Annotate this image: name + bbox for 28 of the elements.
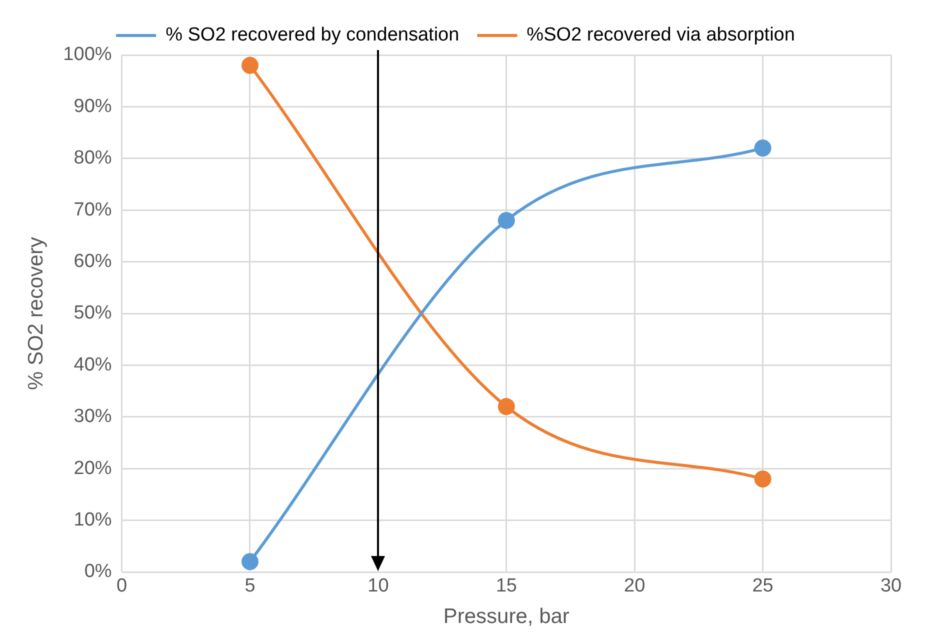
y-tick-label: 10% — [74, 510, 112, 531]
x-tick-label: 30 — [880, 576, 902, 597]
y-tick-label: 20% — [74, 458, 112, 479]
point — [241, 553, 258, 570]
point — [754, 140, 772, 157]
point — [498, 212, 515, 229]
y-tick-label: 30% — [74, 406, 112, 428]
y-axis-title: % SO2 recovery — [24, 236, 48, 390]
y-tick-label: 0% — [84, 561, 112, 582]
x-tick-label: 15 — [496, 576, 517, 597]
point — [241, 56, 258, 74]
y-tick-label: 80% — [74, 148, 112, 169]
x-tick-label: 10 — [368, 576, 389, 597]
point — [498, 398, 515, 416]
x-tick-label: 0 — [116, 576, 128, 597]
y-tick-label: 100% — [63, 44, 112, 66]
y-tick-label: 40% — [74, 354, 112, 376]
point — [754, 470, 772, 488]
legend-label: % SO2 recovered by condensation — [166, 24, 460, 46]
y-tick-label: 70% — [74, 199, 112, 220]
x-tick-label: 5 — [244, 576, 256, 597]
x-tick-label: 20 — [624, 576, 646, 597]
y-tick-label: 60% — [74, 251, 112, 272]
legend-label: %SO2 recovered via absorption — [526, 24, 795, 46]
x-axis-title: Pressure, bar — [443, 605, 570, 628]
y-tick-label: 90% — [74, 96, 112, 117]
x-tick-label: 25 — [752, 576, 774, 597]
y-tick-label: 50% — [74, 302, 112, 324]
